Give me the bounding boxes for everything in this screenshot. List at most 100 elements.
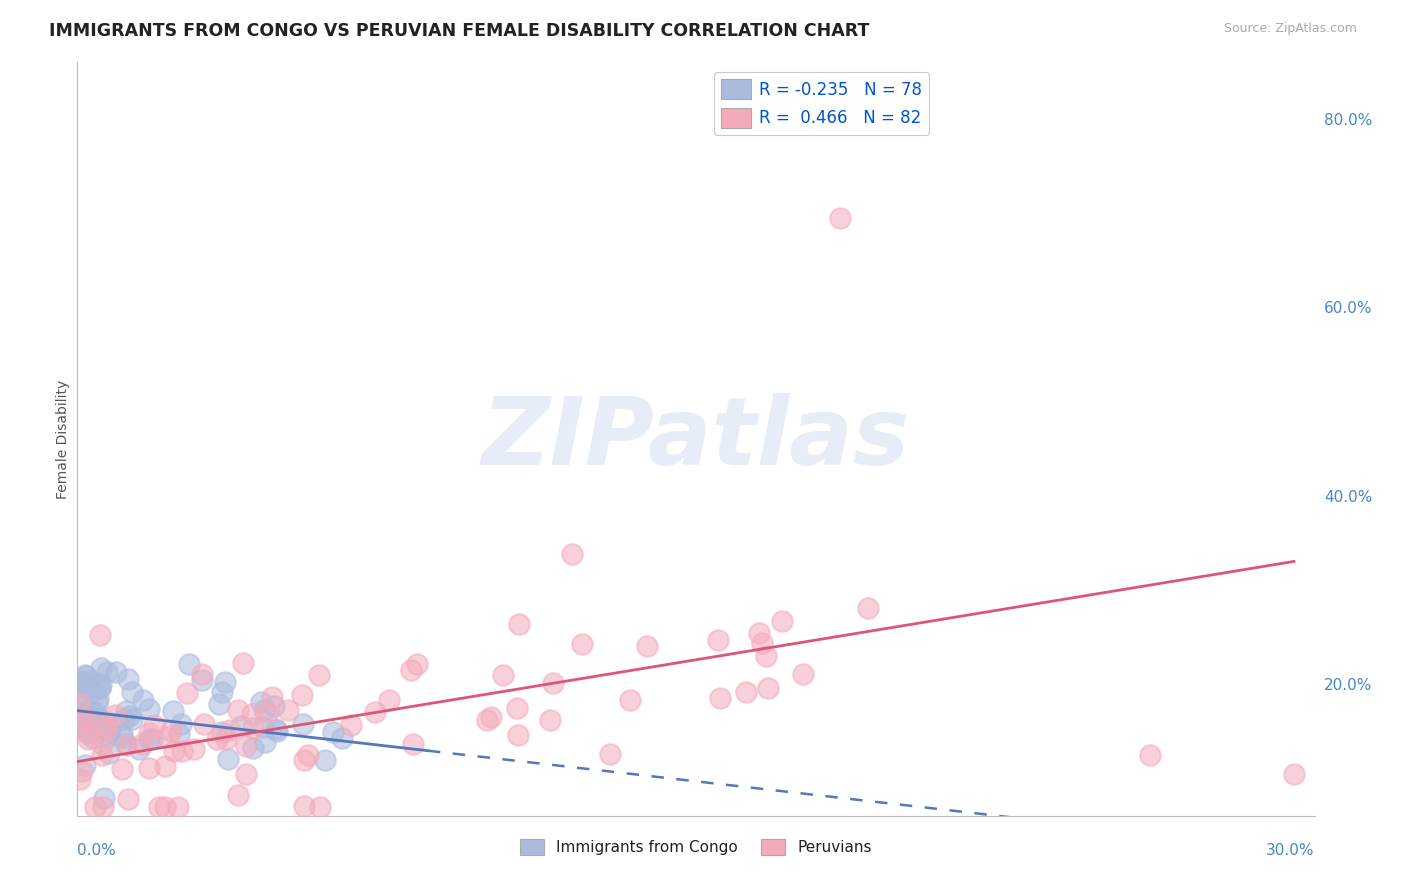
Point bbox=[332, 731, 354, 745]
Text: ZIPatlas: ZIPatlas bbox=[482, 393, 910, 485]
Point bbox=[506, 701, 529, 715]
Point bbox=[167, 726, 190, 740]
Point bbox=[87, 691, 110, 706]
Text: IMMIGRANTS FROM CONGO VS PERUVIAN FEMALE DISABILITY CORRELATION CHART: IMMIGRANTS FROM CONGO VS PERUVIAN FEMALE… bbox=[49, 22, 869, 40]
Point bbox=[67, 719, 90, 733]
Point bbox=[242, 740, 264, 755]
Point bbox=[72, 720, 94, 734]
Point bbox=[792, 667, 814, 681]
Point bbox=[709, 690, 731, 705]
Point bbox=[153, 759, 176, 773]
Point bbox=[706, 632, 728, 647]
Point bbox=[90, 678, 112, 692]
Point bbox=[162, 705, 184, 719]
Point bbox=[143, 718, 166, 732]
Y-axis label: Female Disability: Female Disability bbox=[56, 380, 70, 499]
Point bbox=[856, 601, 879, 615]
Point bbox=[90, 737, 112, 751]
Point bbox=[191, 666, 214, 681]
Point bbox=[770, 614, 793, 628]
Point bbox=[117, 672, 139, 686]
Point bbox=[1282, 766, 1305, 780]
Point bbox=[112, 712, 135, 726]
Point bbox=[87, 676, 110, 690]
Point bbox=[176, 686, 198, 700]
Point bbox=[96, 722, 118, 736]
Point bbox=[266, 724, 288, 739]
Point bbox=[69, 772, 91, 786]
Point bbox=[86, 696, 108, 710]
Point bbox=[111, 727, 134, 741]
Point bbox=[402, 737, 425, 751]
Point bbox=[138, 732, 160, 747]
Point bbox=[76, 726, 98, 740]
Point bbox=[121, 712, 143, 726]
Point bbox=[260, 690, 283, 704]
Point bbox=[242, 722, 264, 736]
Point bbox=[1139, 747, 1161, 762]
Point bbox=[77, 732, 100, 747]
Point bbox=[830, 211, 852, 225]
Point bbox=[308, 667, 330, 681]
Point bbox=[148, 799, 170, 814]
Point bbox=[599, 747, 621, 761]
Point bbox=[67, 696, 90, 710]
Point bbox=[111, 730, 134, 744]
Point bbox=[177, 657, 200, 672]
Point bbox=[96, 665, 118, 680]
Point bbox=[207, 731, 229, 746]
Point bbox=[96, 716, 118, 731]
Point bbox=[232, 656, 254, 670]
Point bbox=[211, 685, 233, 699]
Point bbox=[211, 725, 233, 739]
Point bbox=[751, 636, 773, 650]
Point bbox=[77, 674, 100, 689]
Point bbox=[131, 737, 153, 751]
Point bbox=[73, 667, 96, 681]
Point bbox=[208, 697, 231, 711]
Point bbox=[75, 757, 97, 772]
Point bbox=[115, 738, 138, 752]
Point bbox=[98, 725, 121, 739]
Point bbox=[93, 799, 115, 814]
Point bbox=[114, 737, 136, 751]
Point bbox=[240, 706, 263, 721]
Point bbox=[226, 703, 249, 717]
Point bbox=[104, 707, 127, 722]
Point bbox=[309, 799, 332, 814]
Point bbox=[66, 673, 89, 688]
Point bbox=[70, 704, 93, 718]
Point bbox=[128, 741, 150, 756]
Point bbox=[100, 718, 122, 732]
Point bbox=[75, 669, 97, 683]
Point bbox=[105, 665, 128, 679]
Point bbox=[121, 685, 143, 699]
Point bbox=[406, 657, 429, 672]
Point bbox=[76, 716, 98, 731]
Point bbox=[70, 764, 93, 778]
Point bbox=[506, 728, 529, 742]
Point bbox=[70, 712, 93, 726]
Point bbox=[86, 708, 108, 723]
Point bbox=[83, 709, 105, 723]
Text: 30.0%: 30.0% bbox=[1267, 843, 1315, 857]
Point bbox=[75, 712, 97, 726]
Point bbox=[70, 678, 93, 692]
Point bbox=[214, 674, 236, 689]
Point bbox=[90, 720, 112, 734]
Point bbox=[66, 695, 89, 709]
Point bbox=[755, 649, 778, 664]
Text: Source: ZipAtlas.com: Source: ZipAtlas.com bbox=[1223, 22, 1357, 36]
Point bbox=[84, 799, 107, 814]
Point bbox=[170, 744, 193, 758]
Point bbox=[138, 702, 160, 716]
Point bbox=[314, 753, 336, 767]
Point bbox=[76, 681, 98, 695]
Point bbox=[756, 681, 779, 695]
Point bbox=[169, 717, 191, 731]
Point bbox=[191, 673, 214, 688]
Point bbox=[250, 695, 273, 709]
Point bbox=[76, 725, 98, 739]
Point bbox=[141, 731, 163, 746]
Point bbox=[491, 668, 513, 682]
